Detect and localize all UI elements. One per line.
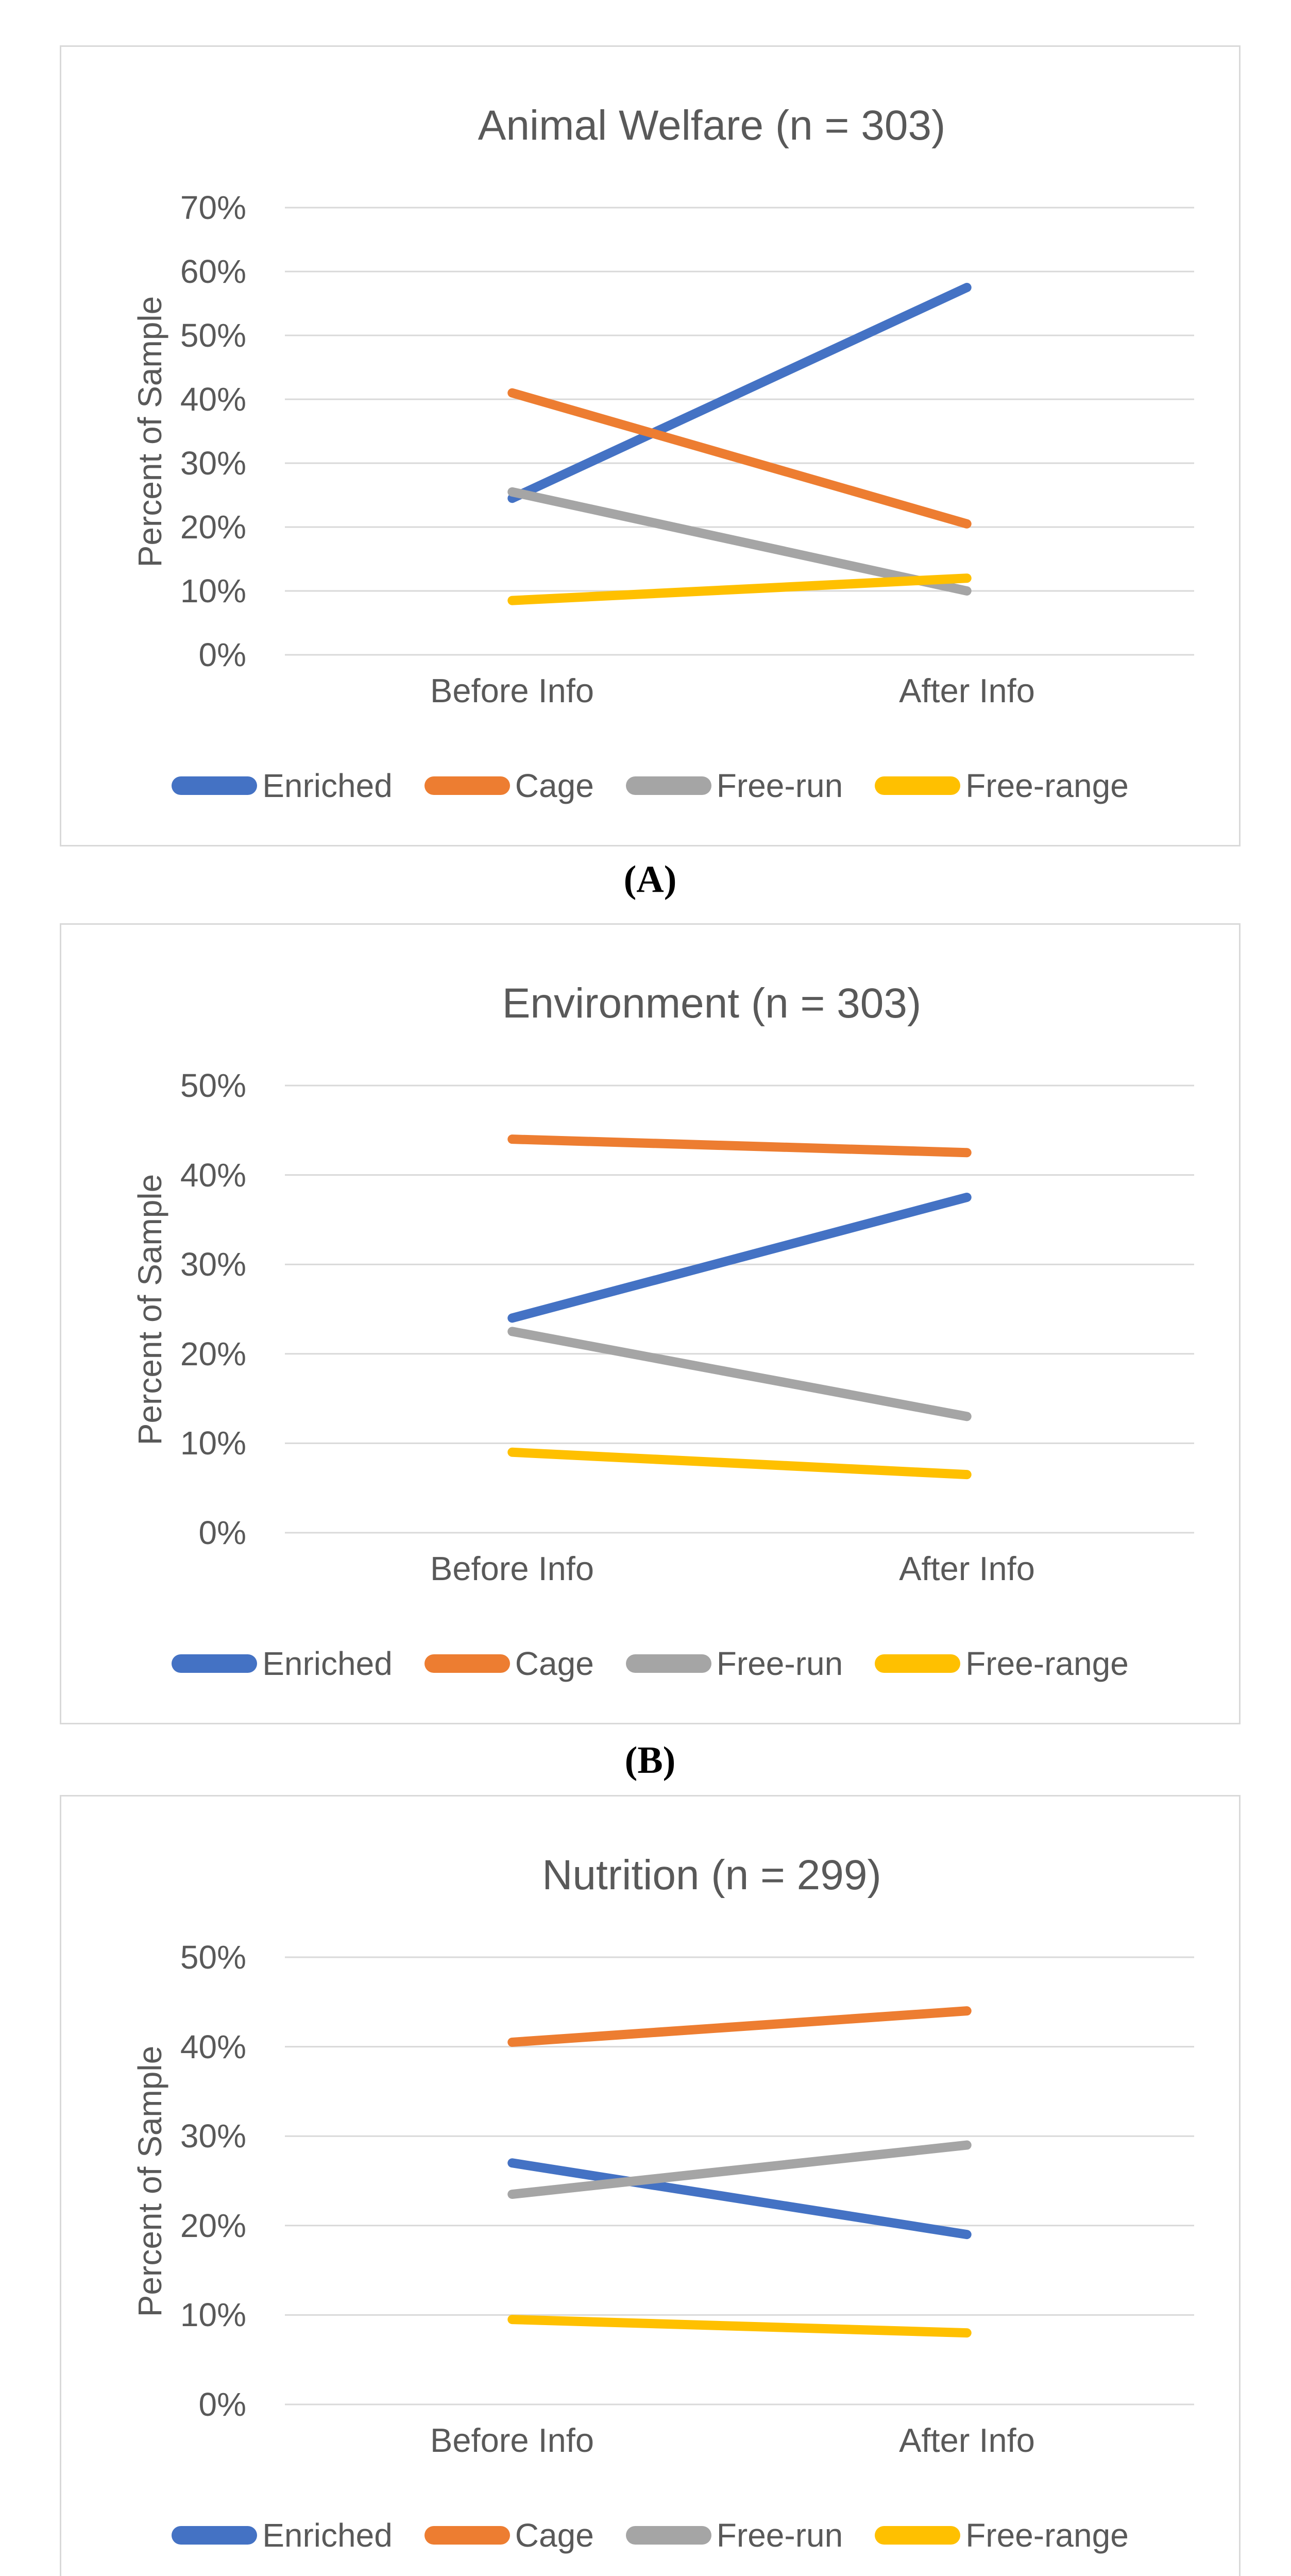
y-tick-label: 40%	[180, 2028, 246, 2065]
legend-item-free-run: Free-run	[625, 1645, 843, 1683]
plot-area	[285, 1956, 1194, 2405]
x-category-label: After Info	[899, 672, 1035, 709]
legend-swatch-enriched	[172, 776, 258, 795]
legend-swatch-enriched	[172, 1654, 258, 1673]
legend: Enriched Cage Free-run Free-range	[61, 766, 1239, 805]
series-line-free-run	[507, 487, 972, 596]
legend-swatch-free-range	[875, 2526, 961, 2545]
legend-label: Free-range	[965, 2517, 1129, 2554]
legend-label: Enriched	[262, 2517, 393, 2554]
chart-title: Environment (n = 303)	[502, 980, 922, 1027]
y-tick-label: 20%	[180, 509, 246, 546]
x-category-label: Before Info	[430, 672, 594, 709]
legend-item-enriched: Enriched	[172, 1645, 393, 1683]
legend-swatch-free-range	[875, 1654, 961, 1673]
legend-label: Cage	[515, 767, 594, 804]
legend-label: Enriched	[262, 1645, 393, 1682]
series-line-enriched	[507, 2158, 972, 2240]
series-line-free-range	[507, 573, 972, 605]
legend-swatch-cage	[424, 1654, 510, 1673]
legend-item-free-run: Free-run	[625, 767, 843, 805]
y-tick-label: 20%	[180, 2207, 246, 2244]
legend-swatch-free-run	[625, 1654, 711, 1673]
legend-item-free-run: Free-run	[625, 2516, 843, 2554]
legend-label: Free-run	[716, 1645, 843, 1682]
y-tick-label: 30%	[180, 1246, 246, 1283]
legend-swatch-cage	[424, 776, 510, 795]
legend: Enriched Cage Free-run Free-range	[61, 1644, 1239, 1683]
series-line-cage	[507, 2006, 972, 2047]
chart-panel-animal-welfare: Animal Welfare (n = 303) Percent of Samp…	[60, 45, 1241, 846]
y-tick-label: 10%	[180, 572, 246, 609]
y-tick-label: 50%	[180, 1067, 246, 1104]
series-line-cage	[507, 1134, 972, 1158]
legend-label: Cage	[515, 1645, 594, 1682]
legend-label: Free-run	[716, 767, 843, 804]
y-tick-label: 0%	[198, 636, 247, 673]
legend-item-free-range: Free-range	[875, 767, 1129, 805]
y-tick-label: 10%	[180, 1425, 246, 1462]
legend-item-cage: Cage	[424, 1645, 594, 1683]
series-line-free-range	[507, 2315, 972, 2338]
legend-item-enriched: Enriched	[172, 2516, 393, 2554]
legend-item-cage: Cage	[424, 2516, 594, 2554]
legend-swatch-free-run	[625, 2526, 711, 2545]
legend-item-free-range: Free-range	[875, 1645, 1129, 1683]
y-tick-label: 60%	[180, 253, 246, 290]
legend-item-free-range: Free-range	[875, 2516, 1129, 2554]
panel-label-b: (B)	[624, 1739, 676, 1782]
y-axis-tick-labels: 50% 40% 30% 20% 10% 0%	[61, 925, 246, 1723]
y-tick-label: 50%	[180, 1939, 246, 1976]
panel-label-a: (A)	[623, 858, 677, 901]
legend-label: Free-run	[716, 2517, 843, 2554]
series-line-enriched	[507, 283, 972, 503]
y-tick-label: 0%	[198, 2386, 247, 2423]
plot-area	[285, 207, 1194, 656]
series-line-free-run	[507, 1327, 972, 1421]
legend: Enriched Cage Free-run Free-range	[61, 2516, 1239, 2555]
series-line-free-range	[507, 1447, 972, 1480]
y-tick-label: 0%	[198, 1514, 247, 1551]
x-category-label: Before Info	[430, 2421, 594, 2459]
series-line-enriched	[507, 1193, 972, 1323]
y-tick-label: 10%	[180, 2296, 246, 2334]
y-axis-tick-labels: 50% 40% 30% 20% 10% 0%	[61, 1797, 246, 2576]
y-tick-label: 30%	[180, 2117, 246, 2155]
chart-title: Animal Welfare (n = 303)	[478, 102, 946, 149]
x-category-label: After Info	[899, 1550, 1035, 1587]
legend-item-enriched: Enriched	[172, 767, 393, 805]
chart-title: Nutrition (n = 299)	[542, 1852, 881, 1899]
series-line-cage	[507, 388, 972, 529]
y-tick-label: 30%	[180, 445, 246, 482]
series-line-free-run	[507, 2140, 972, 2199]
x-category-label: After Info	[899, 2421, 1035, 2459]
chart-panel-nutrition: Nutrition (n = 299) Percent of Sample 50…	[60, 1795, 1241, 2576]
legend-label: Free-range	[965, 767, 1129, 804]
y-tick-label: 50%	[180, 317, 246, 354]
y-tick-label: 40%	[180, 381, 246, 418]
x-category-label: Before Info	[430, 1550, 594, 1587]
legend-label: Free-range	[965, 1645, 1129, 1682]
y-tick-label: 70%	[180, 189, 246, 226]
legend-swatch-free-run	[625, 776, 711, 795]
chart-panel-environment: Environment (n = 303) Percent of Sample …	[60, 923, 1241, 1724]
plot-area	[285, 1084, 1194, 1534]
legend-label: Enriched	[262, 767, 393, 804]
y-tick-label: 20%	[180, 1335, 246, 1372]
legend-swatch-enriched	[172, 2526, 258, 2545]
legend-swatch-cage	[424, 2526, 510, 2545]
legend-item-cage: Cage	[424, 767, 594, 805]
y-tick-label: 40%	[180, 1156, 246, 1194]
legend-swatch-free-range	[875, 776, 961, 795]
legend-label: Cage	[515, 2517, 594, 2554]
y-axis-tick-labels: 70% 60% 50% 40% 30% 20% 10% 0%	[61, 47, 246, 845]
